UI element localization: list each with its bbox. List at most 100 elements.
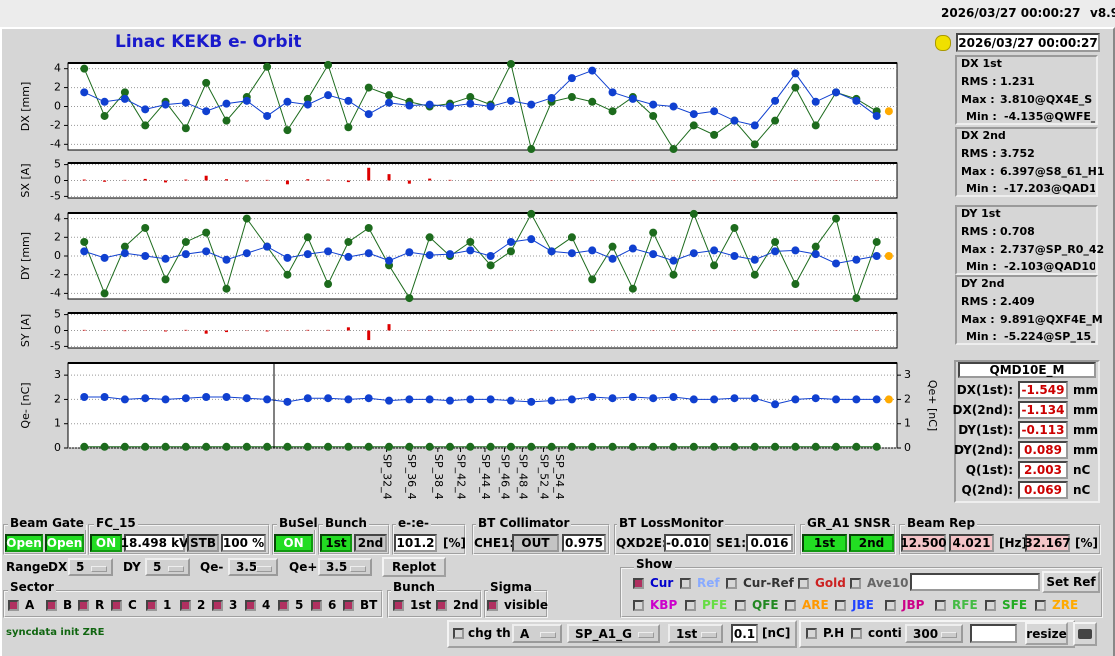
dropdown[interactable]: 5: [145, 558, 190, 576]
checkbox[interactable]: [436, 600, 447, 611]
data-point: [120, 88, 129, 97]
data-point: [791, 280, 800, 289]
y-tick-label: 2: [54, 81, 61, 94]
button[interactable]: resize: [1025, 622, 1068, 645]
data-point: [120, 442, 129, 451]
rms-label: RMS :: [961, 225, 997, 238]
checkbox[interactable]: [835, 600, 846, 611]
data-point: [669, 442, 678, 451]
text-input[interactable]: [970, 624, 1017, 643]
toggle-button[interactable]: Open: [45, 534, 84, 552]
checkbox-label: BT: [360, 598, 378, 612]
x-tick-label: SP_42_4: [455, 454, 468, 500]
checkbox[interactable]: [343, 600, 354, 611]
checkbox[interactable]: [985, 600, 996, 611]
data-point: [527, 235, 536, 244]
toggle-button[interactable]: 2nd: [354, 534, 387, 552]
qmd-title: QMD10E_M: [958, 362, 1096, 378]
data-point: [141, 252, 150, 260]
y-tick-label: -5: [50, 189, 61, 202]
data-point: [466, 93, 475, 102]
data-point: [405, 442, 414, 451]
rms-value: 0.708: [1000, 225, 1035, 238]
checkbox-label: 2nd: [453, 598, 479, 612]
checkbox[interactable]: [806, 628, 817, 639]
series-line: [84, 69, 877, 126]
dropdown[interactable]: 1st: [668, 624, 723, 643]
data-point: [141, 394, 150, 403]
data-point: [486, 102, 495, 111]
data-point: [242, 442, 251, 451]
checkbox[interactable]: [180, 600, 191, 611]
text-input[interactable]: [910, 573, 1040, 591]
toggle-button[interactable]: 2nd: [849, 534, 894, 552]
rms-value: 2.409: [1000, 295, 1035, 308]
dropdown[interactable]: 3.5: [318, 558, 372, 576]
field-label: Qe-: [200, 560, 224, 574]
group-label: Beam Rep: [905, 516, 978, 530]
data-point: [669, 145, 678, 154]
dropdown[interactable]: 3.5: [228, 558, 278, 576]
checkbox[interactable]: [393, 600, 404, 611]
status-message: syncdata init ZRE: [6, 627, 105, 638]
checkbox[interactable]: [78, 600, 89, 611]
dropdown[interactable]: 5: [68, 558, 113, 576]
data-point: [811, 242, 820, 251]
checkbox[interactable]: [146, 600, 157, 611]
toggle-button[interactable]: Open: [5, 534, 43, 552]
checkbox[interactable]: [245, 600, 256, 611]
qmd-label: DX(1st):: [956, 383, 1013, 397]
max-label: Max :: [961, 243, 995, 256]
data-point: [161, 275, 170, 284]
toggle-button[interactable]: 1st: [320, 534, 352, 552]
checkbox[interactable]: [633, 578, 644, 589]
button[interactable]: Replot: [382, 557, 446, 577]
checkbox[interactable]: [278, 600, 289, 611]
checkbox[interactable]: [735, 600, 746, 611]
x-tick-label: SP_38_4: [432, 454, 445, 500]
dropdown[interactable]: A: [512, 624, 562, 643]
checkbox[interactable]: [453, 628, 464, 639]
status-indicator: OUT: [512, 534, 559, 552]
data-point: [80, 64, 89, 73]
checkbox[interactable]: [212, 600, 223, 611]
checkbox[interactable]: [850, 578, 861, 589]
camera-button[interactable]: [1073, 622, 1097, 646]
readout: 32.167: [1024, 534, 1071, 552]
dropdown[interactable]: SP_A1_G: [567, 624, 660, 643]
checkbox[interactable]: [46, 600, 57, 611]
checkbox[interactable]: [726, 578, 737, 589]
checkbox[interactable]: [685, 600, 696, 611]
data-point: [689, 249, 698, 258]
bar: [143, 178, 147, 181]
checkbox[interactable]: [8, 600, 19, 611]
checkbox[interactable]: [633, 600, 644, 611]
data-point: [445, 442, 454, 451]
dropdown[interactable]: 300: [905, 624, 963, 643]
data-point: [884, 107, 893, 116]
toggle-button[interactable]: ON: [274, 534, 313, 552]
y-tick-label: -5: [50, 339, 61, 352]
toggle-button[interactable]: ON: [90, 534, 122, 552]
bar: [346, 180, 350, 183]
checkbox[interactable]: [785, 600, 796, 611]
text-input[interactable]: 0.1: [731, 624, 758, 643]
data-point: [771, 247, 780, 256]
bar: [164, 330, 168, 332]
button[interactable]: Set Ref: [1042, 571, 1100, 593]
checkbox[interactable]: [680, 578, 691, 589]
checkbox[interactable]: [935, 600, 946, 611]
checkbox[interactable]: [311, 600, 322, 611]
checkbox[interactable]: [487, 600, 498, 611]
data-point: [222, 442, 231, 451]
checkbox-label: Cur: [650, 576, 674, 590]
toggle-button[interactable]: 1st: [802, 534, 847, 552]
data-point: [202, 78, 211, 87]
checkbox[interactable]: [851, 628, 862, 639]
checkbox[interactable]: [111, 600, 122, 611]
stats-title: DX 1st: [961, 57, 1002, 70]
checkbox[interactable]: [885, 600, 896, 611]
checkbox-label: Ref: [697, 576, 720, 590]
checkbox[interactable]: [798, 578, 809, 589]
checkbox[interactable]: [1035, 600, 1046, 611]
